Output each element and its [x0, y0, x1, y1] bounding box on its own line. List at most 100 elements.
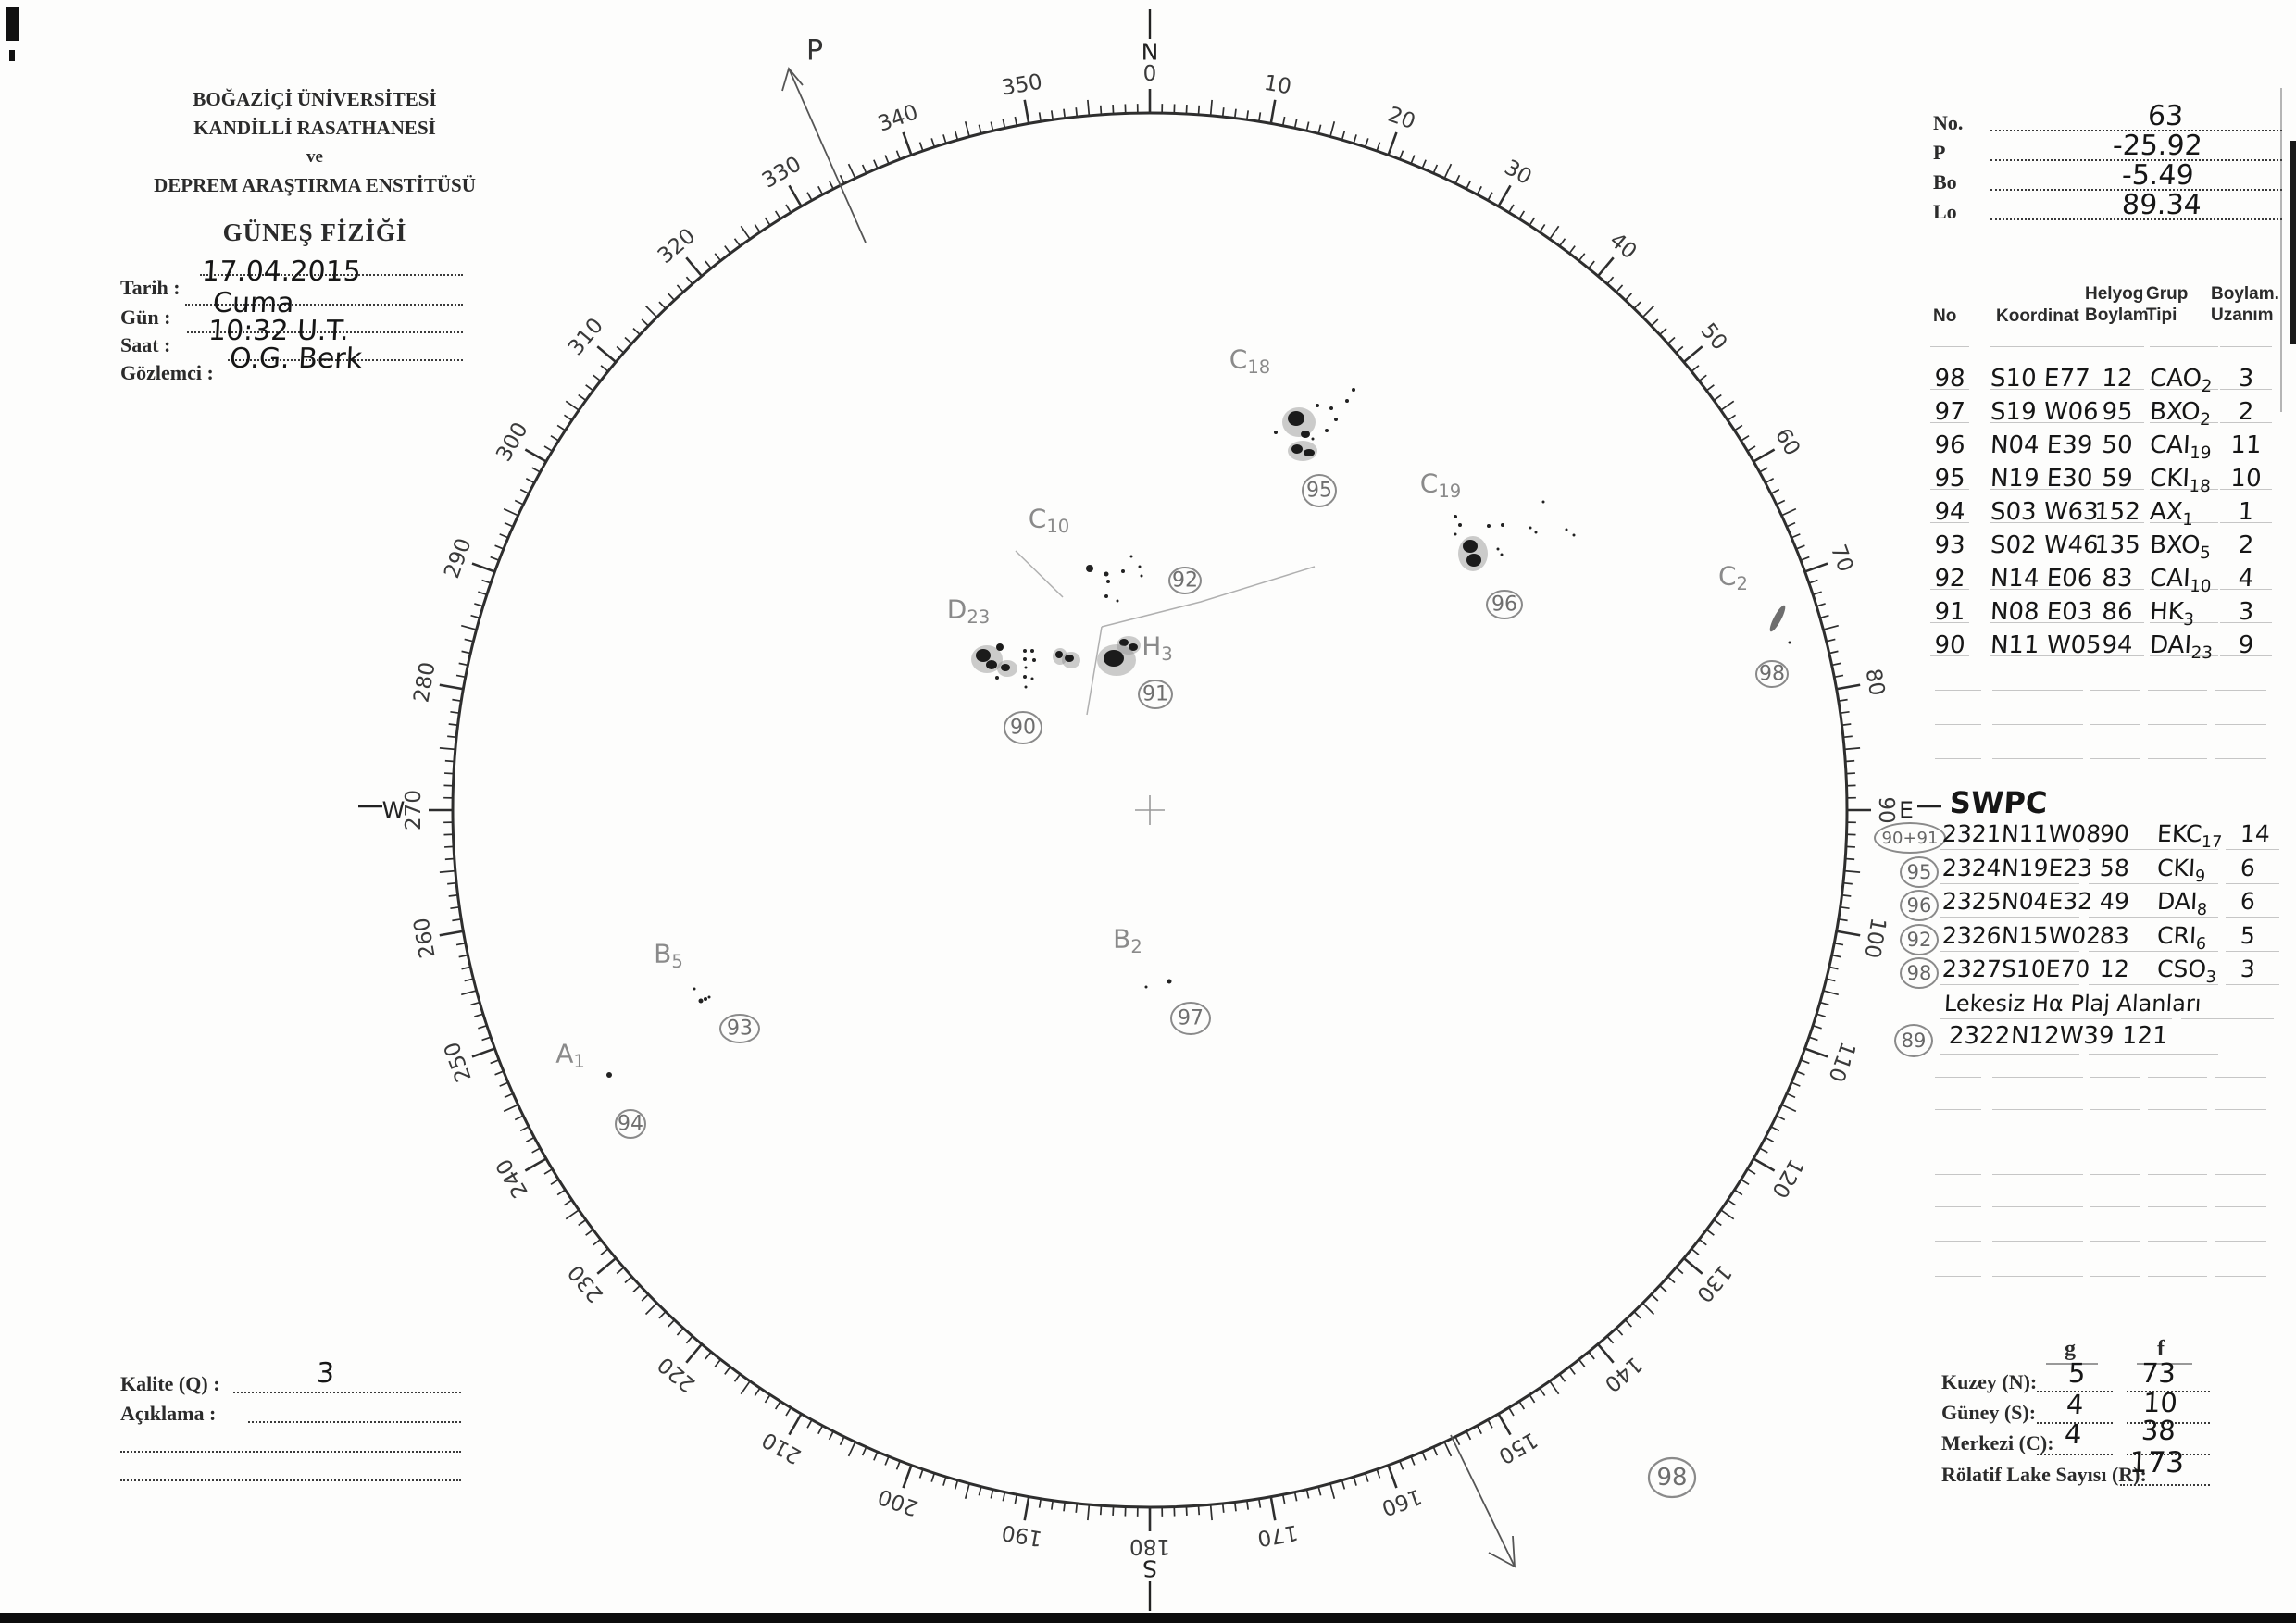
degree-tick	[444, 857, 455, 861]
degree-tick	[447, 881, 457, 885]
sunspot-pore	[1529, 526, 1532, 530]
table-row-underline	[2090, 522, 2144, 523]
swpc-underline	[1940, 950, 2079, 952]
degree-tick	[1466, 1430, 1472, 1441]
degree-tick	[585, 1229, 594, 1236]
compass-west: W	[382, 797, 406, 824]
sunspot-pore	[1274, 431, 1278, 434]
group-number: 98	[1656, 1464, 1687, 1492]
degree-tick	[918, 142, 924, 152]
degree-tick	[1529, 217, 1536, 226]
degree-tick	[1633, 301, 1641, 309]
scan-artifact	[2280, 88, 2282, 412]
degree-tick	[1269, 1496, 1277, 1521]
degree-tick	[1633, 1311, 1641, 1319]
degree-tick	[1476, 1425, 1482, 1435]
degree-tick	[444, 845, 455, 848]
degree-tick	[1597, 1342, 1615, 1364]
degree-tick	[1734, 1189, 1743, 1196]
degree-tick	[1819, 1001, 1829, 1006]
degree-tick	[1002, 1492, 1006, 1502]
sunspot-umbra	[1065, 655, 1074, 662]
sunspot-umbra	[1304, 449, 1315, 456]
circled-group-number	[1168, 567, 1202, 594]
ruled-seg	[2148, 1241, 2207, 1242]
tarih-label: Tarih :	[120, 276, 181, 299]
circled-group-number	[1004, 711, 1042, 744]
sunspot-pore	[606, 1072, 612, 1078]
degree-label: 220	[654, 1352, 700, 1396]
degree-tick	[873, 1451, 879, 1461]
degree-tick	[1317, 124, 1322, 134]
circled-group-number	[1486, 590, 1523, 619]
sunspot-pore	[1352, 388, 1355, 392]
degree-tick	[464, 638, 474, 643]
degree-tick	[1185, 105, 1188, 115]
degree-tick	[1421, 159, 1427, 169]
swpc-underline	[1940, 882, 2079, 884]
sunspot-umbra	[1292, 444, 1303, 454]
degree-tick	[499, 1081, 509, 1087]
sunspot-pore	[1565, 528, 1568, 531]
ruled-seg	[2148, 690, 2207, 691]
sunspot-pore	[1487, 524, 1491, 528]
degree-tick	[1518, 210, 1526, 219]
degree-tick	[556, 424, 566, 431]
sunspot-umbra	[996, 643, 1004, 651]
central-g-line	[2037, 1454, 2113, 1455]
degree-tick	[525, 478, 535, 484]
degree-label: 330	[758, 152, 805, 193]
degree-tick	[1720, 1209, 1735, 1220]
degree-tick	[556, 1189, 566, 1196]
degree-tick	[1578, 1358, 1586, 1367]
degree-tick	[1840, 905, 1850, 910]
degree-tick	[1305, 121, 1310, 131]
gun-label: Gün :	[120, 306, 171, 329]
degree-tick	[1812, 591, 1822, 596]
degree-tick	[563, 414, 573, 421]
ruled-seg	[2090, 1241, 2140, 1242]
degree-tick	[461, 624, 477, 630]
degree-tick	[1836, 930, 1861, 937]
degree-tick	[1376, 142, 1381, 152]
degree-tick	[1776, 499, 1786, 506]
degree-tick	[1329, 121, 1336, 137]
degree-tick	[1765, 478, 1775, 484]
degree-tick	[1588, 260, 1595, 269]
ruled-seg	[1992, 690, 2083, 691]
sunspot-umbra	[1001, 664, 1010, 671]
table-row-underline	[2090, 389, 2144, 390]
degree-tick	[524, 448, 547, 463]
degree-tick	[1508, 1407, 1515, 1417]
table-row-underline	[2150, 422, 2218, 423]
table-row-underline	[1930, 622, 1969, 623]
degree-label: 210	[758, 1427, 805, 1467]
ruled-seg	[2090, 1276, 2140, 1277]
swpc-underline	[2089, 849, 2218, 850]
degree-tick	[658, 1311, 667, 1319]
degree-tick	[1410, 155, 1416, 165]
degree-tick	[1038, 112, 1042, 122]
degree-tick	[1682, 345, 1703, 363]
scan-artifact	[9, 50, 15, 61]
degree-tick	[439, 747, 455, 751]
degree-tick	[740, 1380, 751, 1395]
degree-tick	[1539, 1387, 1546, 1397]
degree-tick	[847, 163, 856, 179]
degree-tick	[774, 1401, 781, 1410]
table-row-underline	[2220, 389, 2272, 390]
degree-tick	[1341, 131, 1346, 141]
degree-label: 180	[1129, 1534, 1170, 1558]
degree-tick	[450, 905, 460, 910]
degree-tick	[1776, 1115, 1786, 1121]
degree-tick	[1641, 1302, 1655, 1316]
lo-line	[1990, 218, 2282, 220]
degree-tick	[1844, 869, 1861, 873]
degree-tick	[1624, 1319, 1632, 1328]
degree-tick	[1245, 1500, 1250, 1510]
degree-tick	[1063, 108, 1067, 119]
degree-label: 300	[492, 418, 532, 466]
ruled-seg	[2215, 1206, 2266, 1207]
sunspot-pore	[1334, 418, 1338, 421]
degree-tick	[1651, 1293, 1659, 1302]
